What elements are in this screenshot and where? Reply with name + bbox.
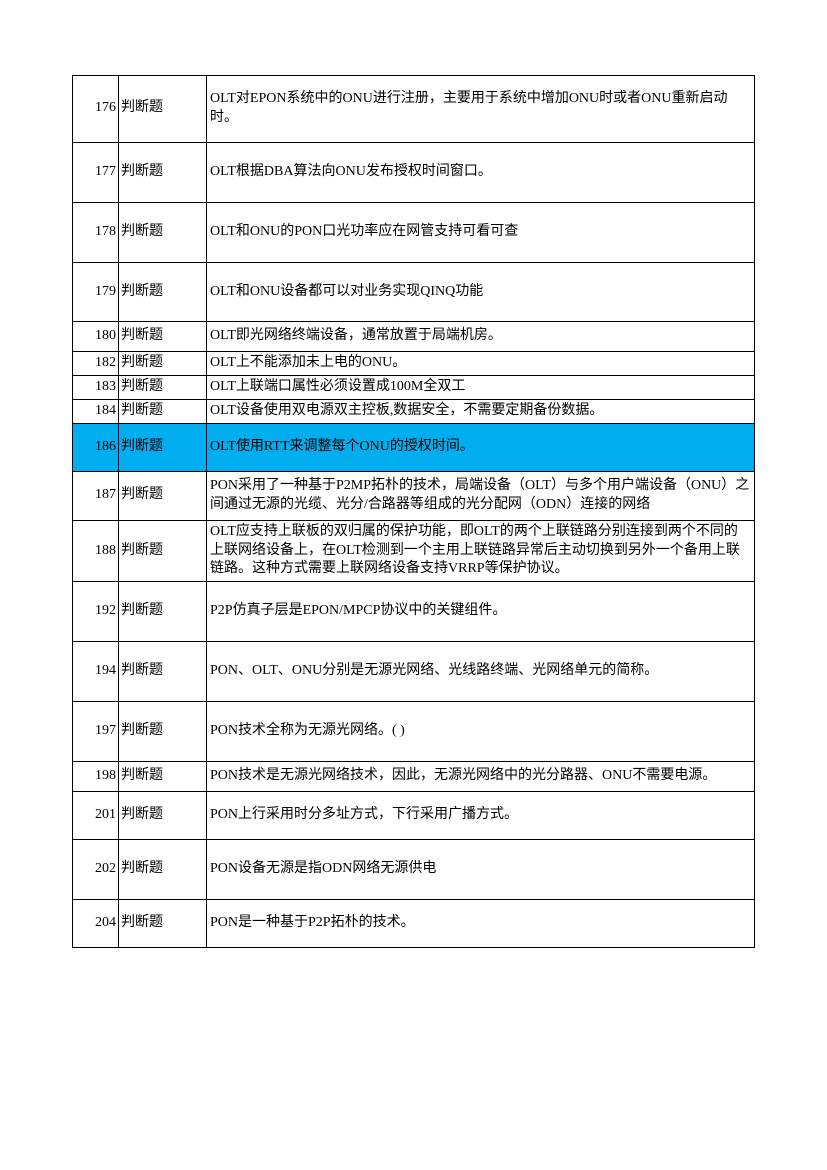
row-type: 判断题 — [119, 520, 207, 582]
row-content: OLT即光网络终端设备，通常放置于局端机房。 — [207, 322, 755, 352]
row-content: PON、OLT、ONU分别是无源光网络、光线路终端、光网络单元的简称。 — [207, 642, 755, 702]
table-row: 178判断题OLT和ONU的PON口光功率应在网管支持可看可查 — [73, 202, 755, 262]
row-type: 判断题 — [119, 202, 207, 262]
row-number: 178 — [73, 202, 119, 262]
row-content: OLT上联端口属性必须设置成100M全双工 — [207, 376, 755, 400]
row-type: 判断题 — [119, 322, 207, 352]
table-row: 201判断题PON上行采用时分多址方式，下行采用广播方式。 — [73, 791, 755, 839]
row-type: 判断题 — [119, 142, 207, 202]
row-number: 187 — [73, 471, 119, 520]
row-type: 判断题 — [119, 352, 207, 376]
row-content: PON技术是无源光网络技术，因此，无源光网络中的光分路器、ONU不需要电源。 — [207, 762, 755, 792]
row-content: PON设备无源是指ODN网络无源供电 — [207, 839, 755, 899]
row-number: 182 — [73, 352, 119, 376]
row-number: 176 — [73, 76, 119, 143]
row-content: OLT设备使用双电源双主控板,数据安全，不需要定期备份数据。 — [207, 400, 755, 424]
row-content: OLT应支持上联板的双归属的保护功能，即OLT的两个上联链路分别连接到两个不同的… — [207, 520, 755, 582]
table-row: 194判断题PON、OLT、ONU分别是无源光网络、光线路终端、光网络单元的简称… — [73, 642, 755, 702]
row-content: OLT上不能添加未上电的ONU。 — [207, 352, 755, 376]
row-number: 194 — [73, 642, 119, 702]
row-type: 判断题 — [119, 376, 207, 400]
row-content: OLT和ONU的PON口光功率应在网管支持可看可查 — [207, 202, 755, 262]
table-row: 204判断题PON是一种基于P2P拓朴的技术。 — [73, 899, 755, 947]
table-row: 183判断题OLT上联端口属性必须设置成100M全双工 — [73, 376, 755, 400]
row-type: 判断题 — [119, 262, 207, 322]
table-row: 202判断题PON设备无源是指ODN网络无源供电 — [73, 839, 755, 899]
row-number: 179 — [73, 262, 119, 322]
row-number: 204 — [73, 899, 119, 947]
row-number: 201 — [73, 791, 119, 839]
row-content: OLT使用RTT来调整每个ONU的授权时间。 — [207, 424, 755, 472]
row-number: 183 — [73, 376, 119, 400]
table-row: 197判断题PON技术全称为无源光网络。( ) — [73, 702, 755, 762]
row-content: PON是一种基于P2P拓朴的技术。 — [207, 899, 755, 947]
row-content: OLT和ONU设备都可以对业务实现QINQ功能 — [207, 262, 755, 322]
row-type: 判断题 — [119, 899, 207, 947]
row-content: PON采用了一种基于P2MP拓朴的技术，局端设备（OLT）与多个用户端设备（ON… — [207, 471, 755, 520]
row-type: 判断题 — [119, 762, 207, 792]
document-page: 176判断题OLT对EPON系统中的ONU进行注册，主要用于系统中增加ONU时或… — [0, 0, 827, 1170]
row-type: 判断题 — [119, 839, 207, 899]
table-row: 177判断题OLT根据DBA算法向ONU发布授权时间窗口。 — [73, 142, 755, 202]
row-content: P2P仿真子层是EPON/MPCP协议中的关键组件。 — [207, 582, 755, 642]
row-number: 188 — [73, 520, 119, 582]
row-number: 198 — [73, 762, 119, 792]
row-number: 177 — [73, 142, 119, 202]
row-number: 202 — [73, 839, 119, 899]
row-content: OLT根据DBA算法向ONU发布授权时间窗口。 — [207, 142, 755, 202]
row-content: OLT对EPON系统中的ONU进行注册，主要用于系统中增加ONU时或者ONU重新… — [207, 76, 755, 143]
table-row: 182判断题OLT上不能添加未上电的ONU。 — [73, 352, 755, 376]
table-row: 179判断题OLT和ONU设备都可以对业务实现QINQ功能 — [73, 262, 755, 322]
row-number: 186 — [73, 424, 119, 472]
row-number: 192 — [73, 582, 119, 642]
row-type: 判断题 — [119, 471, 207, 520]
table-row: 187判断题PON采用了一种基于P2MP拓朴的技术，局端设备（OLT）与多个用户… — [73, 471, 755, 520]
table-row: 198判断题PON技术是无源光网络技术，因此，无源光网络中的光分路器、ONU不需… — [73, 762, 755, 792]
row-type: 判断题 — [119, 424, 207, 472]
table-body: 176判断题OLT对EPON系统中的ONU进行注册，主要用于系统中增加ONU时或… — [73, 76, 755, 948]
table-row: 180判断题OLT即光网络终端设备，通常放置于局端机房。 — [73, 322, 755, 352]
row-number: 184 — [73, 400, 119, 424]
row-type: 判断题 — [119, 702, 207, 762]
row-number: 197 — [73, 702, 119, 762]
row-number: 180 — [73, 322, 119, 352]
question-table: 176判断题OLT对EPON系统中的ONU进行注册，主要用于系统中增加ONU时或… — [72, 75, 755, 948]
row-type: 判断题 — [119, 400, 207, 424]
table-row: 184判断题OLT设备使用双电源双主控板,数据安全，不需要定期备份数据。 — [73, 400, 755, 424]
table-row: 188判断题OLT应支持上联板的双归属的保护功能，即OLT的两个上联链路分别连接… — [73, 520, 755, 582]
row-content: PON上行采用时分多址方式，下行采用广播方式。 — [207, 791, 755, 839]
table-row: 176判断题OLT对EPON系统中的ONU进行注册，主要用于系统中增加ONU时或… — [73, 76, 755, 143]
table-row: 186判断题OLT使用RTT来调整每个ONU的授权时间。 — [73, 424, 755, 472]
row-type: 判断题 — [119, 582, 207, 642]
row-type: 判断题 — [119, 791, 207, 839]
row-type: 判断题 — [119, 76, 207, 143]
row-content: PON技术全称为无源光网络。( ) — [207, 702, 755, 762]
table-row: 192判断题P2P仿真子层是EPON/MPCP协议中的关键组件。 — [73, 582, 755, 642]
row-type: 判断题 — [119, 642, 207, 702]
